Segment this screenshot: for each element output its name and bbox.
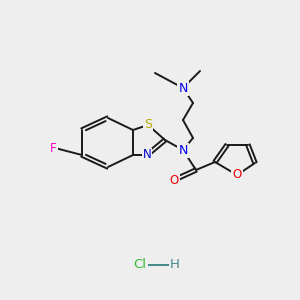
Text: S: S bbox=[144, 118, 152, 131]
Text: H: H bbox=[170, 259, 180, 272]
Text: O: O bbox=[169, 173, 178, 187]
Text: Cl: Cl bbox=[134, 259, 146, 272]
Text: N: N bbox=[178, 82, 188, 94]
Text: N: N bbox=[178, 143, 188, 157]
Text: N: N bbox=[142, 148, 152, 161]
Text: F: F bbox=[50, 142, 57, 154]
Text: O: O bbox=[232, 169, 242, 182]
